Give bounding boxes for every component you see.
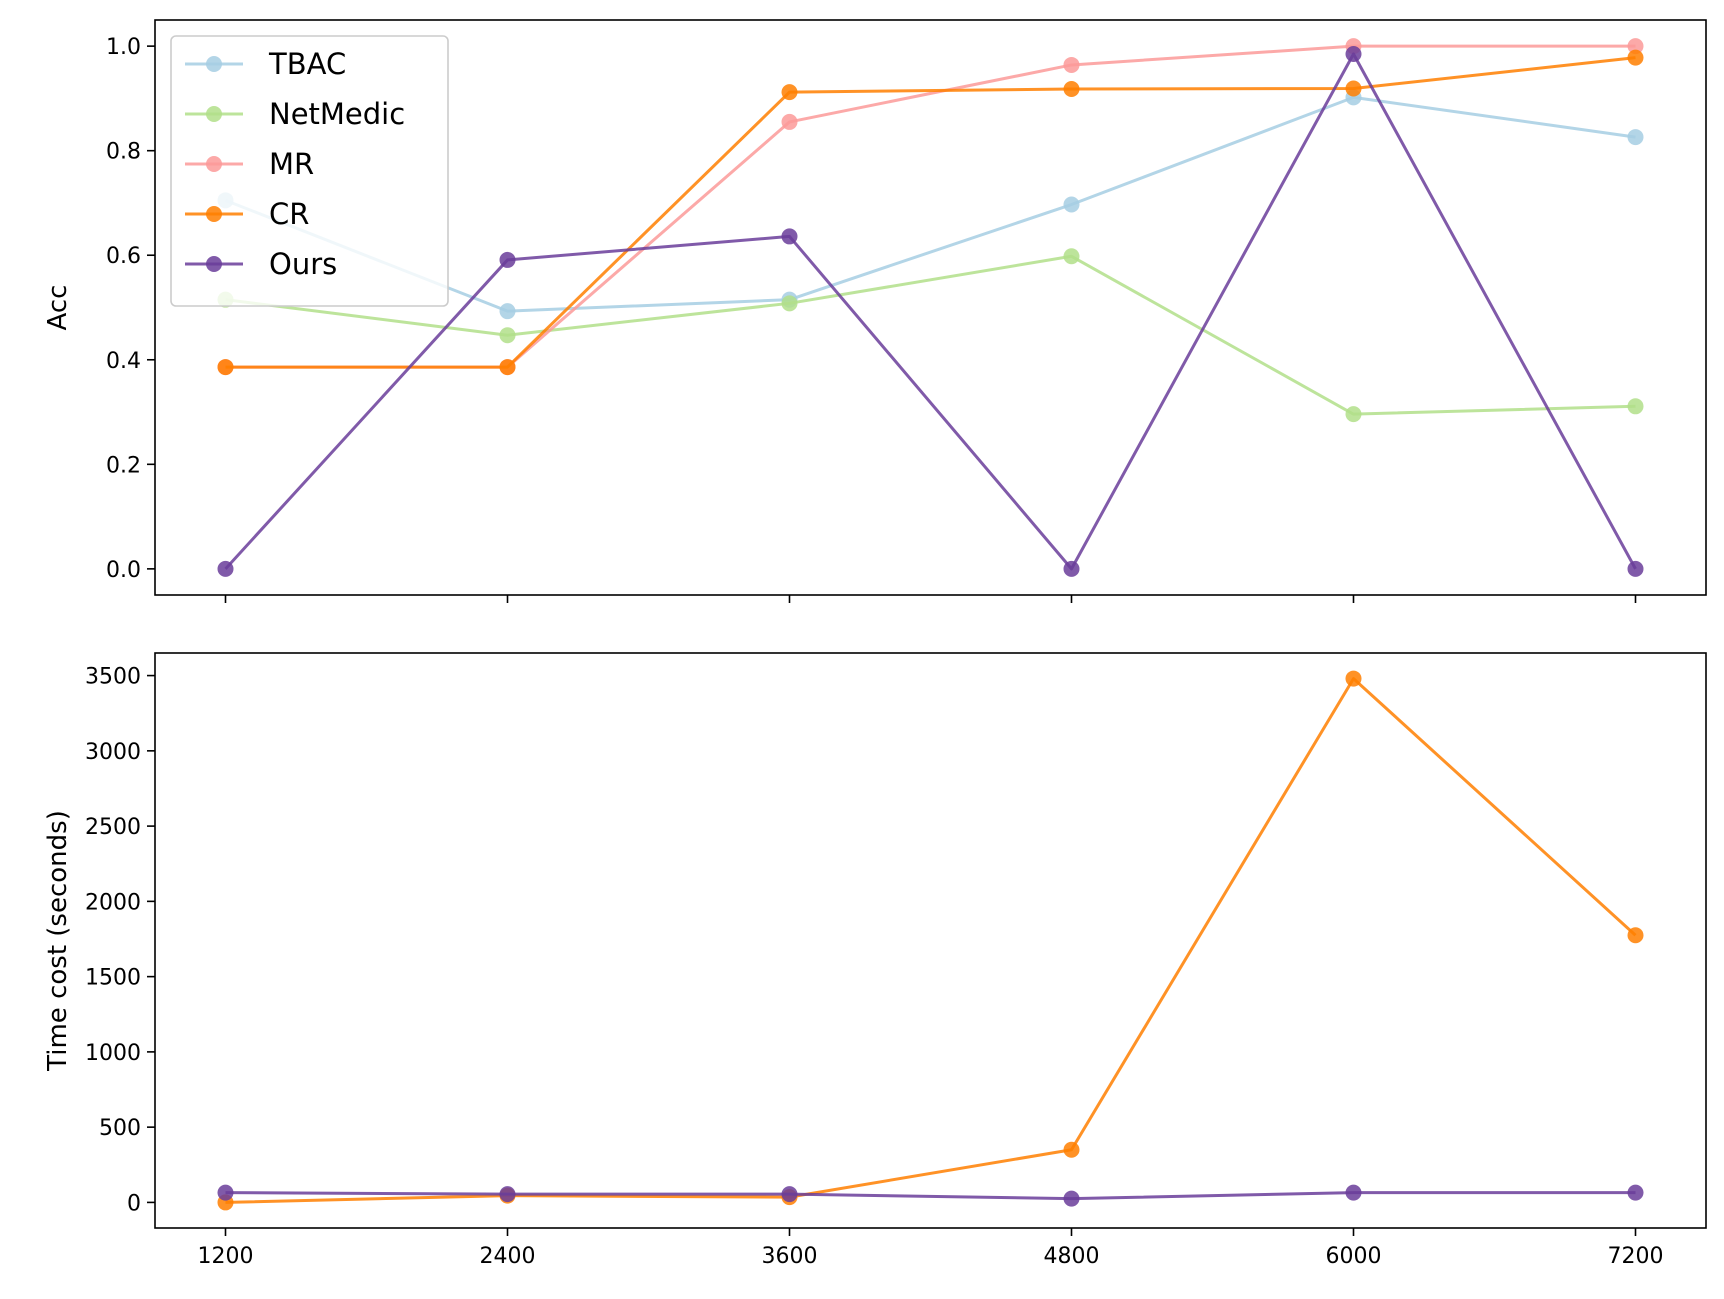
x-tick-label: 4800 [1044, 1244, 1100, 1269]
series-line-cr [225, 677, 1637, 1204]
legend-marker-netmedic [206, 106, 222, 122]
axes-panel-1: 0.0 0.2 0.4 0.6 0.8 1.0 Acc TBAC NetMedic MR CR Our… [43, 19, 1707, 603]
x-tick-label: 3600 [762, 1244, 818, 1269]
y-tick-label: 0.2 [106, 453, 141, 478]
y-axis-label: Acc [43, 285, 73, 331]
data-point-cr [1063, 1141, 1080, 1158]
data-point-ours [1063, 560, 1080, 577]
data-point-ours [1345, 45, 1362, 62]
x-tick-label: 1200 [198, 1244, 254, 1269]
y-tick-label: 0 [127, 1191, 141, 1216]
data-point-ours [1627, 560, 1644, 577]
data-point-netmedic [1627, 398, 1644, 415]
data-point-cr [1345, 670, 1362, 687]
data-point-ours [217, 560, 234, 577]
y-tick-label: 3500 [85, 665, 141, 690]
data-point-netmedic [781, 295, 798, 312]
axes-frame [154, 19, 1707, 596]
data-point-cr [1345, 80, 1362, 97]
data-point-mr [1627, 38, 1644, 55]
x-tick-label: 6000 [1326, 1244, 1382, 1269]
x-tick-label: 2400 [480, 1244, 536, 1269]
y-tick-label: 0.4 [106, 349, 141, 374]
data-point-netmedic [1345, 406, 1362, 423]
legend-marker-mr [206, 156, 222, 172]
legend-marker-ours [206, 256, 222, 272]
data-point-tbac [1627, 129, 1644, 146]
y-tick-label: 0.8 [106, 140, 141, 165]
data-point-cr [1063, 81, 1080, 97]
data-point-tbac [1063, 196, 1080, 213]
data-point-netmedic [1063, 248, 1080, 265]
legend-label-mr: MR [269, 147, 314, 181]
y-tick-label: 1500 [85, 966, 141, 991]
data-point-tbac [499, 303, 516, 320]
y-tick-label: 2000 [85, 890, 141, 915]
y-tick-label: 0.0 [106, 558, 141, 583]
y-tick-label: 2500 [85, 815, 141, 840]
data-point-cr [499, 359, 516, 376]
data-point-cr [1627, 49, 1644, 66]
legend-marker-cr [206, 206, 222, 222]
y-axis-label: Time cost (seconds) [43, 810, 73, 1072]
data-point-mr [1063, 56, 1080, 73]
x-tick-label: 7200 [1608, 1244, 1664, 1269]
data-point-ours [1063, 1190, 1080, 1207]
y-tick-label: 500 [99, 1116, 141, 1141]
data-point-cr [781, 84, 798, 101]
data-point-netmedic [499, 327, 516, 344]
y-tick-label: 0.6 [106, 244, 141, 269]
data-point-ours [499, 1186, 516, 1203]
legend-label-tbac: TBAC [268, 47, 346, 81]
legend-label-cr: CR [269, 197, 309, 231]
y-tick-label: 1000 [85, 1041, 141, 1066]
data-point-ours [217, 1184, 234, 1201]
legend: TBAC NetMedic MR CR Ours [170, 35, 449, 307]
series-line-ours [224, 52, 1637, 571]
data-point-ours [1627, 1184, 1644, 1201]
y-tick-label: 3000 [85, 740, 141, 765]
data-point-cr [217, 359, 234, 376]
legend-box [170, 35, 449, 307]
data-point-ours [499, 251, 516, 268]
data-point-ours [781, 228, 798, 245]
data-point-ours [781, 1186, 798, 1203]
axes-panel-2: 0 500 1000 1500 2000 2500 3000 3500 1200 2400 3600… [43, 652, 1707, 1269]
series-line-cr [225, 56, 1636, 369]
series-line-tbac [224, 95, 1636, 313]
series-line-ours [225, 1191, 1636, 1201]
legend-label-netmedic: NetMedic [269, 97, 405, 131]
legend-marker-tbac [206, 56, 222, 72]
data-point-ours [1345, 1184, 1362, 1201]
data-point-mr [781, 113, 798, 130]
legend-label-ours: Ours [269, 247, 337, 281]
y-tick-label: 1.0 [106, 35, 141, 60]
data-point-cr [1627, 927, 1644, 944]
series-line-netmedic [225, 254, 1636, 416]
axes-frame [154, 652, 1707, 1229]
